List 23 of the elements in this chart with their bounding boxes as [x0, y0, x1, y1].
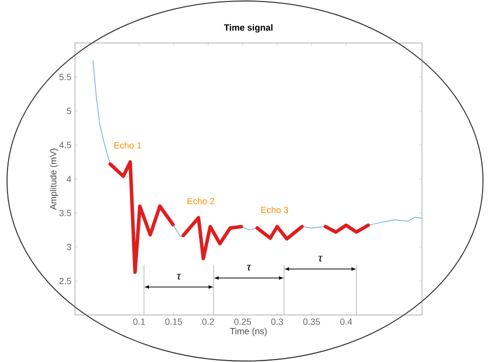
chart-title: Time signal [224, 24, 272, 33]
x-tick-label: 0.35 [303, 318, 320, 325]
x-tick-label: 0.4 [340, 318, 352, 325]
x-tick-label: 0.15 [165, 318, 182, 325]
y-axis-title: Amplitude (mV) [50, 148, 58, 210]
y-tick-label: 2.5 [59, 278, 72, 284]
y-tick-label: 5.5 [59, 74, 72, 80]
x-tick-label: 0.25 [234, 318, 251, 325]
y-tick-label: 3 [66, 244, 72, 250]
annotation: τ [318, 256, 323, 262]
annotation: τ [176, 274, 182, 280]
x-tick-label: 0.1 [133, 318, 145, 325]
x-tick-label: 0.3 [271, 318, 283, 325]
annotation: Echo 3 [261, 206, 288, 214]
annotation: Echo 1 [114, 142, 142, 148]
x-axis-title: Time (ns) [230, 328, 267, 336]
annotation: Echo 2 [188, 198, 214, 204]
y-tick-label: 4.5 [59, 142, 72, 148]
y-tick-label: 3.5 [59, 210, 72, 216]
annotation: τ [246, 264, 252, 270]
x-tick-label: 0.2 [202, 318, 214, 325]
y-tick-label: 5 [66, 108, 72, 114]
y-tick-label: 4 [66, 176, 72, 182]
